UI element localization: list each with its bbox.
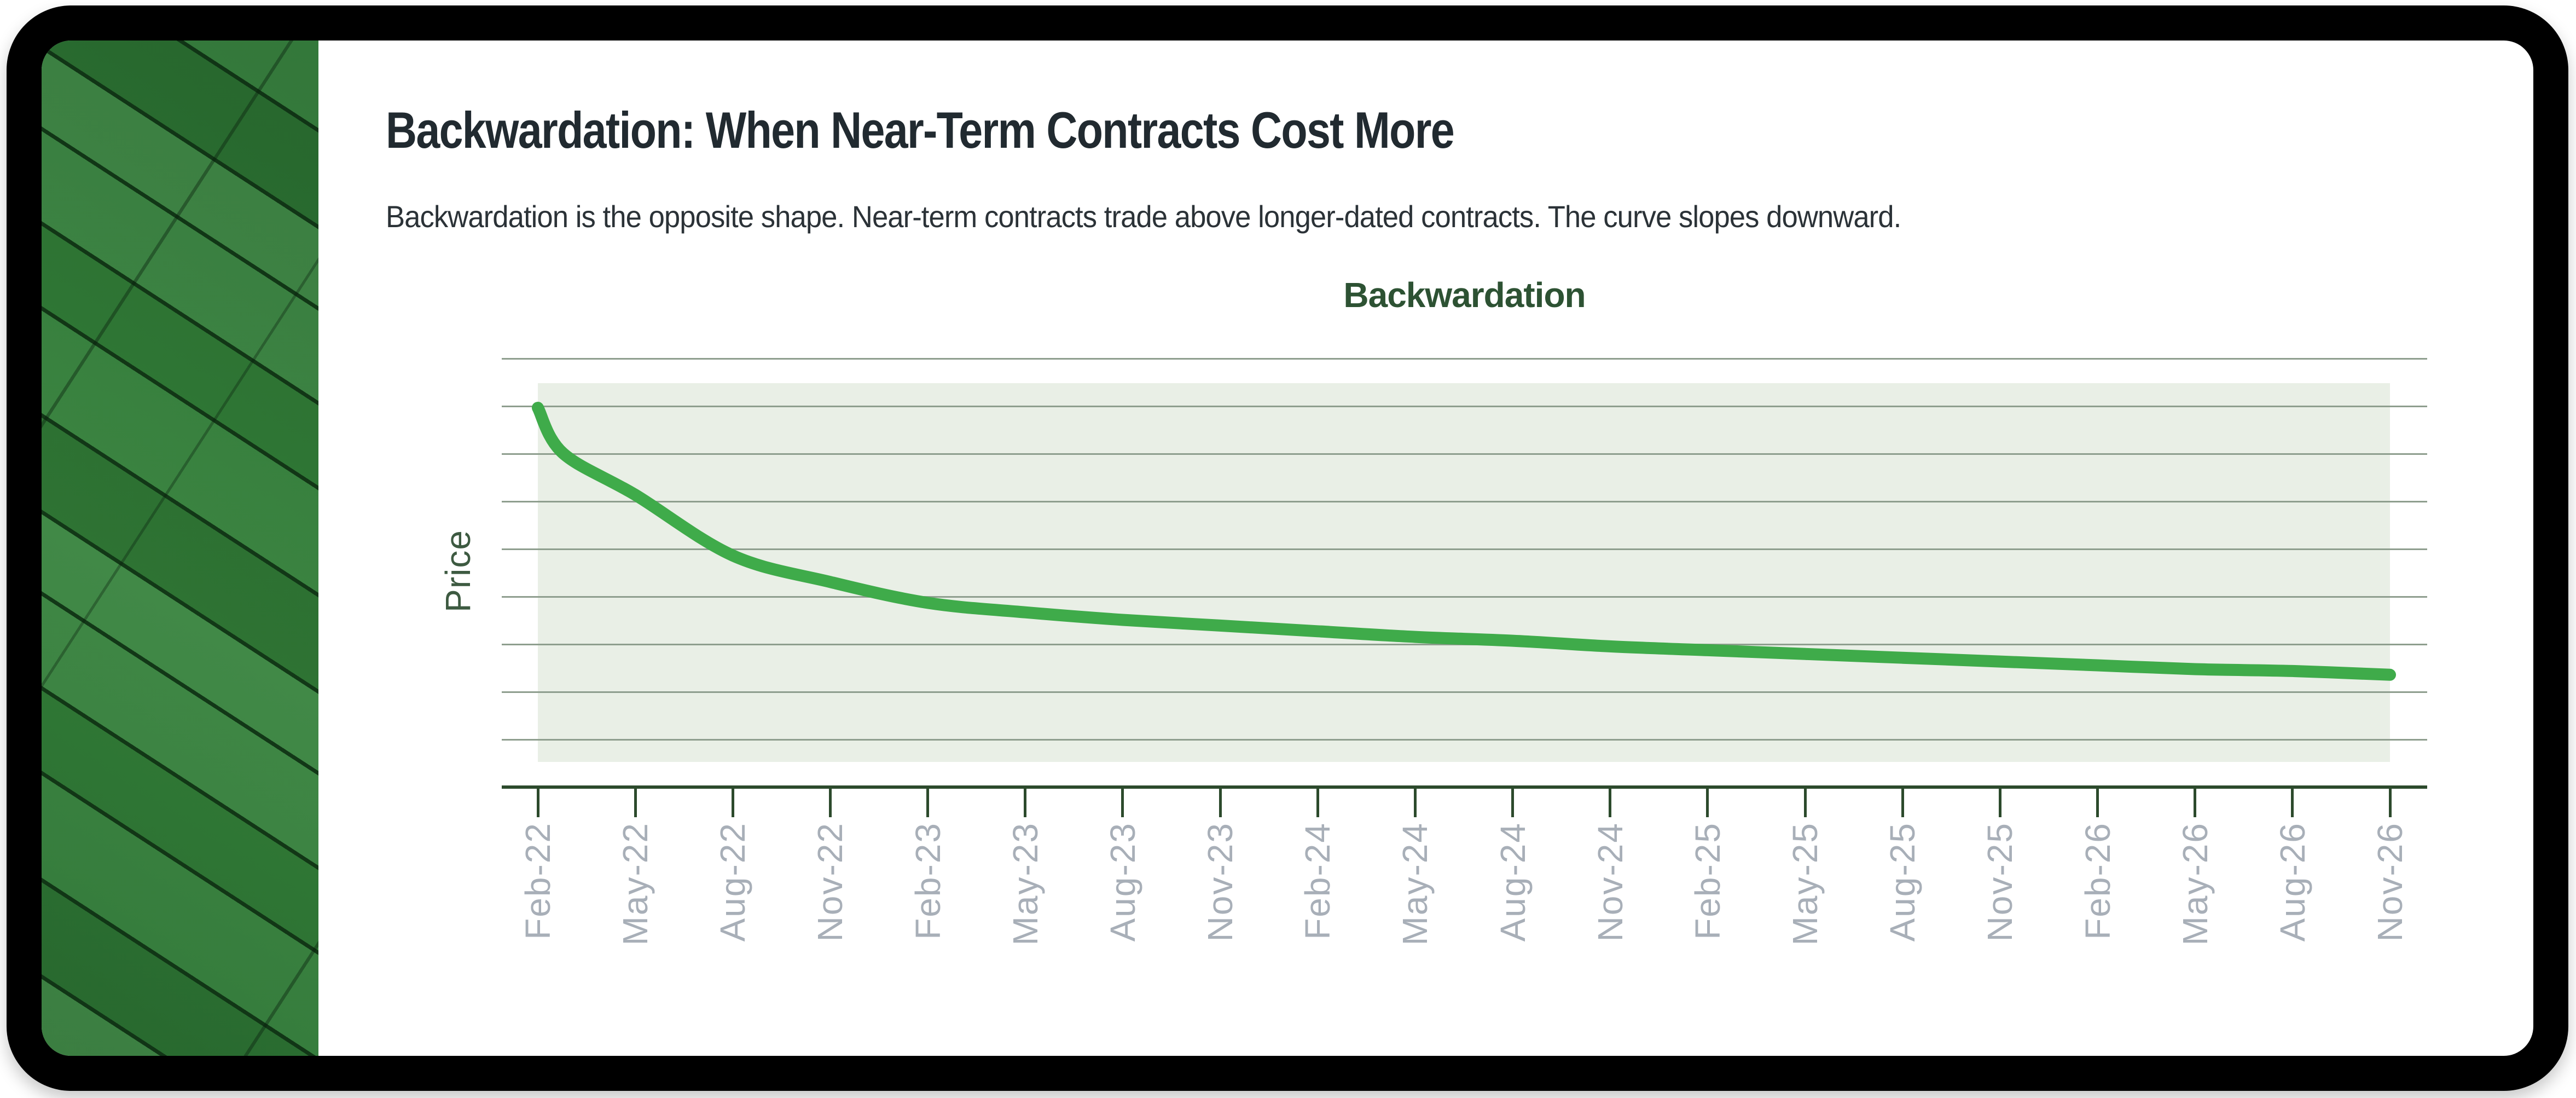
gridline <box>502 548 2427 550</box>
tick-mark <box>1316 785 1319 817</box>
tick-mark <box>536 785 539 817</box>
page-title: Backwardation: When Near-Term Contracts … <box>386 101 1455 159</box>
tick-mark <box>828 785 832 817</box>
tick-mark <box>731 785 734 817</box>
tick-mark <box>926 785 930 817</box>
tick-label: May-22 <box>616 822 655 946</box>
tick-mark <box>1511 785 1515 817</box>
chart-backwardation: Backwardation Feb-22 May-22 Aug-22 Nov-22 Fe… <box>42 41 2533 1056</box>
tick-label: Aug-26 <box>2272 822 2312 942</box>
x-axis-line <box>502 785 2427 789</box>
tick-mark <box>1803 785 1807 817</box>
tick-mark <box>1901 785 1904 817</box>
gridline <box>502 453 2427 455</box>
tick-mark <box>2291 785 2294 817</box>
gridline <box>502 358 2427 360</box>
tick-label: May-23 <box>1005 822 1045 946</box>
tick-mark <box>1413 785 1417 817</box>
tick-label: Feb-23 <box>908 822 948 940</box>
tick-mark <box>634 785 637 817</box>
gridline <box>502 406 2427 407</box>
tick-label: May-26 <box>2175 822 2215 946</box>
gridline <box>502 691 2427 693</box>
page-subtitle: Backwardation is the opposite shape. Nea… <box>386 199 1901 234</box>
tick-label: Feb-24 <box>1298 822 1338 940</box>
tick-label: Aug-22 <box>713 822 753 942</box>
tick-label: Aug-24 <box>1493 822 1533 942</box>
tick-label: Nov-26 <box>2370 822 2410 942</box>
price-curve-svg <box>532 402 2396 681</box>
tick-label: Nov-22 <box>810 822 850 942</box>
card-frame: Backwardation: When Near-Term Contracts … <box>7 5 2568 1091</box>
tick-label: Feb-22 <box>518 822 558 940</box>
chart-title: Backwardation <box>1343 275 1586 315</box>
tick-label: Nov-23 <box>1200 822 1240 942</box>
tick-label: May-25 <box>1785 822 1825 946</box>
tick-mark <box>1121 785 1124 817</box>
y-axis-label: Price <box>438 530 478 612</box>
tick-label: Feb-26 <box>2078 822 2117 940</box>
tick-mark <box>1609 785 1612 817</box>
tick-mark <box>2194 785 2197 817</box>
tick-label: Aug-25 <box>1883 822 1923 942</box>
tick-mark <box>2388 785 2392 817</box>
tick-label: Feb-25 <box>1687 822 1727 940</box>
tick-mark <box>1706 785 1709 817</box>
gridline <box>502 739 2427 741</box>
tick-mark <box>1024 785 1027 817</box>
plot-area-band <box>538 383 2390 762</box>
gridline <box>502 644 2427 645</box>
tick-mark <box>1998 785 2001 817</box>
gridline <box>502 501 2427 502</box>
tick-mark <box>1219 785 1222 817</box>
gridline <box>502 596 2427 598</box>
price-curve <box>532 402 2396 681</box>
sidebar-texture <box>42 41 318 1056</box>
tick-label: Aug-23 <box>1103 822 1142 942</box>
tick-label: May-24 <box>1395 822 1435 946</box>
tick-mark <box>2096 785 2099 817</box>
tick-label: Nov-24 <box>1590 822 1630 942</box>
tick-label: Nov-25 <box>1980 822 2020 942</box>
